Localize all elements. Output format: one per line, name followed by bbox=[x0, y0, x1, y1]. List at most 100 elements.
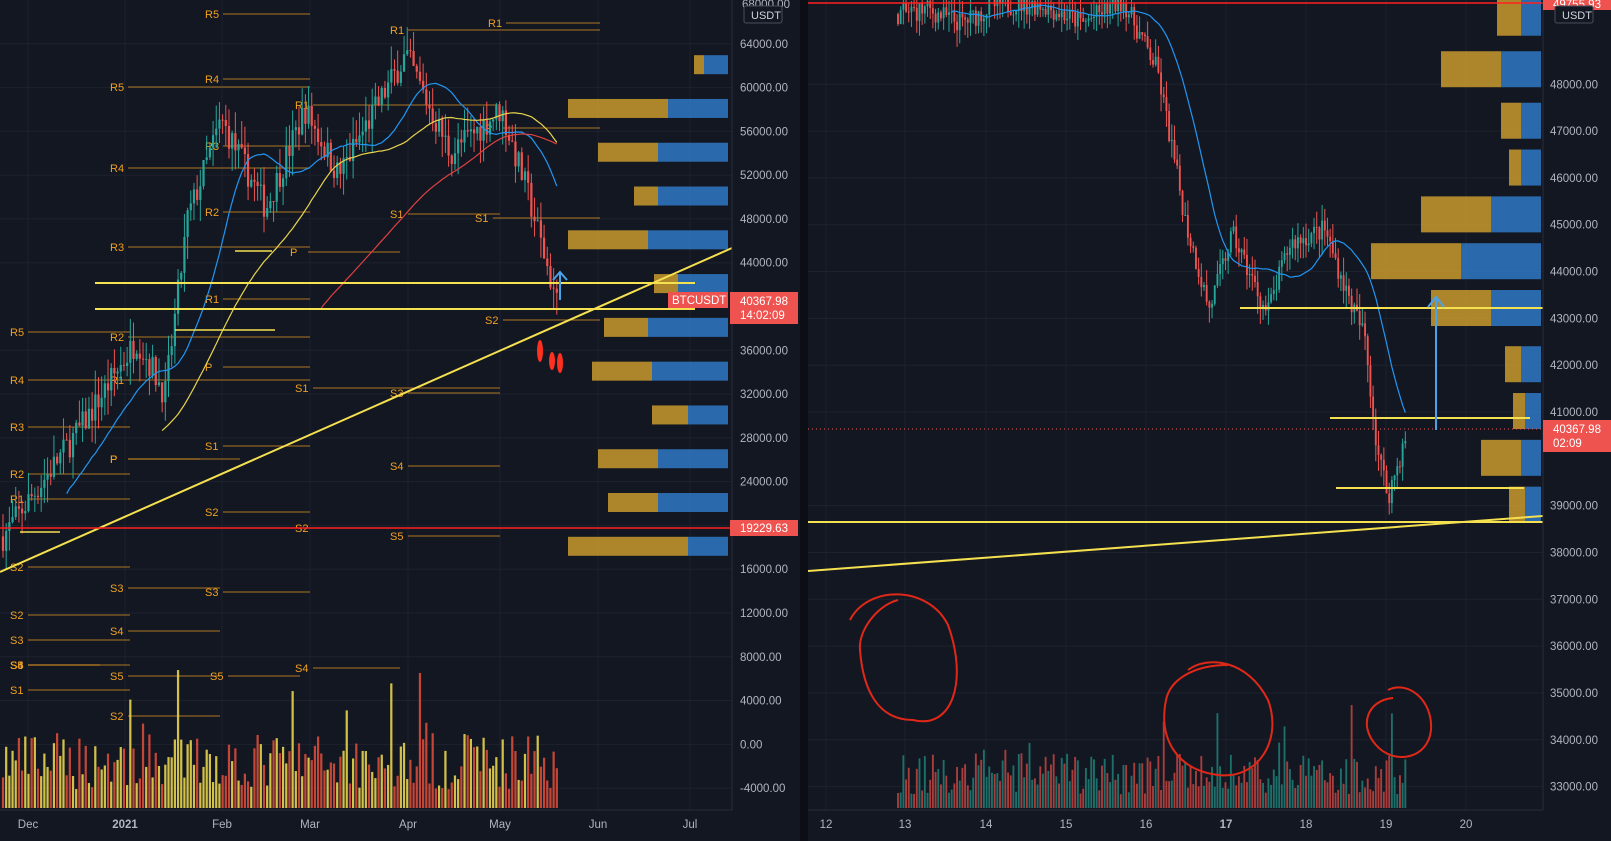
vp-sell-bar bbox=[1525, 486, 1541, 523]
volume-bar bbox=[482, 737, 485, 808]
intraday-chart-panel[interactable]: 49755.93 USDT 48000.0047000.0046000.0045… bbox=[808, 0, 1611, 841]
volume-bar bbox=[383, 768, 387, 808]
candle-body bbox=[431, 108, 434, 124]
volume-bar bbox=[950, 789, 953, 808]
price-tick-label: 39000.00 bbox=[1550, 501, 1598, 513]
candle-body bbox=[1380, 454, 1383, 460]
candle-body bbox=[281, 178, 285, 187]
vp-buy-bar bbox=[1371, 243, 1461, 280]
volume-bar bbox=[1221, 787, 1224, 808]
volume-bar bbox=[931, 754, 934, 808]
candle-body bbox=[1310, 233, 1313, 244]
candle-body bbox=[530, 182, 533, 217]
candle-body bbox=[132, 340, 135, 359]
volume-bar bbox=[87, 783, 91, 808]
candle-body bbox=[1404, 440, 1407, 444]
volume-bar bbox=[1020, 753, 1023, 808]
volume-bar bbox=[1280, 784, 1283, 808]
volume-bar bbox=[1390, 713, 1393, 808]
volume-bar bbox=[352, 758, 355, 808]
candle-body bbox=[447, 135, 450, 156]
candle-body bbox=[1168, 111, 1171, 142]
candle-body bbox=[1068, 10, 1071, 19]
volume-bar bbox=[1039, 766, 1042, 808]
volume-bar bbox=[1079, 793, 1082, 808]
intraday-chart-canvas[interactable]: 49755.93 USDT 48000.0047000.0046000.0045… bbox=[808, 0, 1611, 841]
trendline-rising[interactable] bbox=[808, 515, 1544, 572]
candle-body bbox=[355, 138, 358, 143]
candle-body bbox=[1017, 0, 1020, 11]
volume-bar bbox=[224, 775, 227, 808]
candle-body bbox=[409, 50, 412, 52]
price-axis[interactable]: 68000.00 USDT 64000.0060000.0056000.0052… bbox=[668, 0, 800, 841]
pivot-label: R5 bbox=[10, 327, 24, 339]
volume-bar bbox=[1331, 775, 1334, 808]
volume-bar bbox=[78, 738, 81, 808]
price-tick-label: 44000.00 bbox=[1550, 267, 1598, 279]
volume-bar bbox=[929, 779, 932, 808]
time-axis[interactable]: 12 13 14 15 16 17 18 19 20 bbox=[808, 809, 1543, 841]
candle-body bbox=[1095, 5, 1098, 17]
panel-divider[interactable] bbox=[800, 0, 808, 841]
vp-sell-bar bbox=[658, 449, 728, 469]
volume-bar bbox=[555, 768, 558, 808]
candle-body bbox=[1237, 248, 1240, 253]
volume-bar bbox=[958, 780, 961, 808]
volume-bar bbox=[996, 773, 999, 808]
volume-bar bbox=[1262, 782, 1264, 808]
volume-bar bbox=[231, 761, 234, 808]
trendline-long[interactable] bbox=[0, 247, 733, 573]
volume-bar bbox=[1219, 766, 1222, 808]
price-axis[interactable]: 49755.93 USDT 48000.0047000.0046000.0045… bbox=[1542, 0, 1611, 841]
volume-bar bbox=[116, 759, 119, 808]
volume-bar bbox=[297, 743, 301, 808]
candle-body bbox=[1246, 254, 1248, 275]
vp-sell-bar bbox=[678, 274, 728, 294]
volume-bar bbox=[1251, 768, 1254, 808]
trend-drawings[interactable] bbox=[0, 247, 733, 573]
pivot-label: S5 bbox=[110, 671, 123, 683]
candle-body bbox=[1178, 165, 1181, 191]
candle-body bbox=[1007, 0, 1009, 12]
candle-body bbox=[1098, 5, 1101, 13]
time-tick-label: Mar bbox=[300, 819, 320, 831]
volume-bar bbox=[1388, 755, 1391, 808]
volume-bar bbox=[985, 776, 988, 808]
volume-bar bbox=[530, 773, 533, 808]
price-tick-label: 37000.00 bbox=[1550, 594, 1598, 606]
volume-bar bbox=[463, 734, 466, 808]
volume-bar bbox=[1176, 754, 1179, 808]
candle-body bbox=[390, 69, 393, 83]
volume-bar bbox=[1093, 759, 1095, 808]
candle-body bbox=[1399, 466, 1401, 468]
level-badge-value: 19229.63 bbox=[740, 523, 788, 535]
volume-bar bbox=[1401, 782, 1404, 808]
volume-bar bbox=[511, 736, 514, 808]
trend-drawings[interactable] bbox=[808, 2, 1544, 777]
candle-body bbox=[218, 119, 221, 129]
candle-body bbox=[113, 368, 116, 374]
volume-bar bbox=[361, 750, 364, 808]
volume-bar bbox=[46, 766, 49, 808]
candle-body bbox=[1219, 264, 1222, 275]
volume-bar bbox=[1109, 782, 1111, 808]
candlesticks bbox=[1, 27, 558, 569]
candle-body bbox=[310, 105, 313, 126]
price-tick-label: 0.00 bbox=[740, 739, 762, 751]
volume-bar bbox=[1283, 726, 1286, 808]
daily-chart-canvas[interactable]: R5R1R4R5R1R3R4R2R3R1R5R2R4R1R3R2R1S1S2S3… bbox=[0, 0, 800, 841]
candle-body bbox=[1313, 226, 1315, 234]
volume-bar bbox=[192, 764, 196, 808]
candle-body bbox=[208, 147, 211, 158]
price-tick-label: 35000.00 bbox=[1550, 688, 1598, 700]
candle-body bbox=[1023, 0, 1026, 12]
volume-bar bbox=[1321, 760, 1324, 808]
candle-body bbox=[1382, 459, 1385, 471]
volume-bar bbox=[1235, 785, 1238, 808]
time-axis[interactable]: Dec 2021 Feb Mar Apr May Jun Jul bbox=[0, 809, 732, 841]
volume-bar bbox=[393, 786, 396, 808]
volume-bar bbox=[1272, 769, 1275, 808]
volume-bar bbox=[501, 739, 504, 808]
daily-chart-panel[interactable]: R5R1R4R5R1R3R4R2R3R1R5R2R4R1R3R2R1S1S2S3… bbox=[0, 0, 800, 841]
volume-bar bbox=[1361, 780, 1364, 808]
